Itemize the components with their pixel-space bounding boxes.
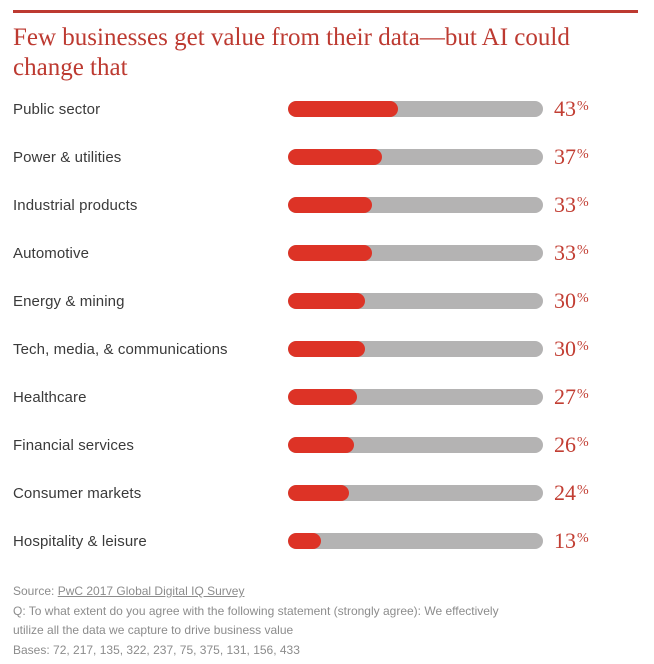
bases-text: Bases: 72, 217, 135, 322, 237, 75, 375, … <box>13 642 300 657</box>
value-number: 27 <box>554 384 576 409</box>
value-number: 33 <box>554 240 576 265</box>
percent-sign: % <box>577 435 589 450</box>
source-link[interactable]: PwC 2017 Global Digital IQ Survey <box>57 584 245 598</box>
bar-track <box>288 533 543 549</box>
bar-fill <box>288 341 365 357</box>
percent-sign: % <box>577 99 589 114</box>
percent-sign: % <box>577 339 589 354</box>
value-number: 43 <box>554 96 576 121</box>
category-label: Financial services <box>13 436 135 454</box>
chart-row: Energy & mining 30% <box>13 277 638 325</box>
bar-fill <box>288 485 350 501</box>
chart-row: Healthcare 27% <box>13 373 638 421</box>
percent-sign: % <box>577 483 589 498</box>
category-label: Energy & mining <box>13 292 125 310</box>
value-label: 13% <box>554 528 589 554</box>
value-label: 26% <box>554 432 589 458</box>
value-number: 30 <box>554 288 576 313</box>
survey-question-text: Q: To what extent do you agree with the … <box>13 603 499 638</box>
value-number: 37 <box>554 144 576 169</box>
bar-fill <box>288 437 355 453</box>
chart-row: Industrial products 33% <box>13 181 638 229</box>
chart-row: Financial services 26% <box>13 421 638 469</box>
category-label: Hospitality & leisure <box>13 532 147 550</box>
bar-fill <box>288 149 383 165</box>
content-container: Few businesses get value from their data… <box>0 10 654 660</box>
bar-track <box>288 293 543 309</box>
value-label: 30% <box>554 336 589 362</box>
value-label: 37% <box>554 144 589 170</box>
category-label: Power & utilities <box>13 148 122 166</box>
value-label: 27% <box>554 384 589 410</box>
value-label: 43% <box>554 96 589 122</box>
category-label: Consumer markets <box>13 484 142 502</box>
bar-track <box>288 389 543 405</box>
bar-track <box>288 341 543 357</box>
source-prefix: Source: <box>13 584 58 598</box>
percent-sign: % <box>577 531 589 546</box>
value-label: 33% <box>554 240 589 266</box>
chart-title: Few businesses get value from their data… <box>13 24 570 81</box>
bar-track <box>288 101 543 117</box>
bar-fill <box>288 101 398 117</box>
chart-rows: Public sector 43% Power & utilities 37% … <box>13 85 638 565</box>
value-number: 33 <box>554 192 576 217</box>
chart-row: Hospitality & leisure 13% <box>13 517 638 565</box>
chart-row: Tech, media, & communications 30% <box>13 325 638 373</box>
bar-track <box>288 197 543 213</box>
value-number: 26 <box>554 432 576 457</box>
bar-track <box>288 437 543 453</box>
chart-row: Automotive 33% <box>13 229 638 277</box>
category-label: Automotive <box>13 244 90 262</box>
percent-sign: % <box>577 243 589 258</box>
chart-row: Consumer markets 24% <box>13 469 638 517</box>
percent-sign: % <box>577 195 589 210</box>
chart-row: Power & utilities 37% <box>13 133 638 181</box>
bar-track <box>288 149 543 165</box>
top-rule-divider <box>13 10 638 13</box>
footer: Source: PwC 2017 Global Digital IQ Surve… <box>13 582 638 660</box>
category-label: Healthcare <box>13 388 87 406</box>
category-label: Tech, media, & communications <box>13 340 228 358</box>
bar-fill <box>288 293 365 309</box>
source-line: Source: PwC 2017 Global Digital IQ Surve… <box>13 582 638 602</box>
value-number: 24 <box>554 480 576 505</box>
value-number: 30 <box>554 336 576 361</box>
bar-fill <box>288 533 322 549</box>
value-label: 33% <box>554 192 589 218</box>
bar-fill <box>288 197 373 213</box>
percent-sign: % <box>577 387 589 402</box>
value-number: 13 <box>554 528 576 553</box>
percent-sign: % <box>577 147 589 162</box>
bar-fill <box>288 245 373 261</box>
bar-track <box>288 485 543 501</box>
category-label: Public sector <box>13 100 101 118</box>
chart-row: Public sector 43% <box>13 85 638 133</box>
percent-sign: % <box>577 291 589 306</box>
value-label: 30% <box>554 288 589 314</box>
bar-fill <box>288 389 357 405</box>
category-label: Industrial products <box>13 196 138 214</box>
value-label: 24% <box>554 480 589 506</box>
bar-track <box>288 245 543 261</box>
